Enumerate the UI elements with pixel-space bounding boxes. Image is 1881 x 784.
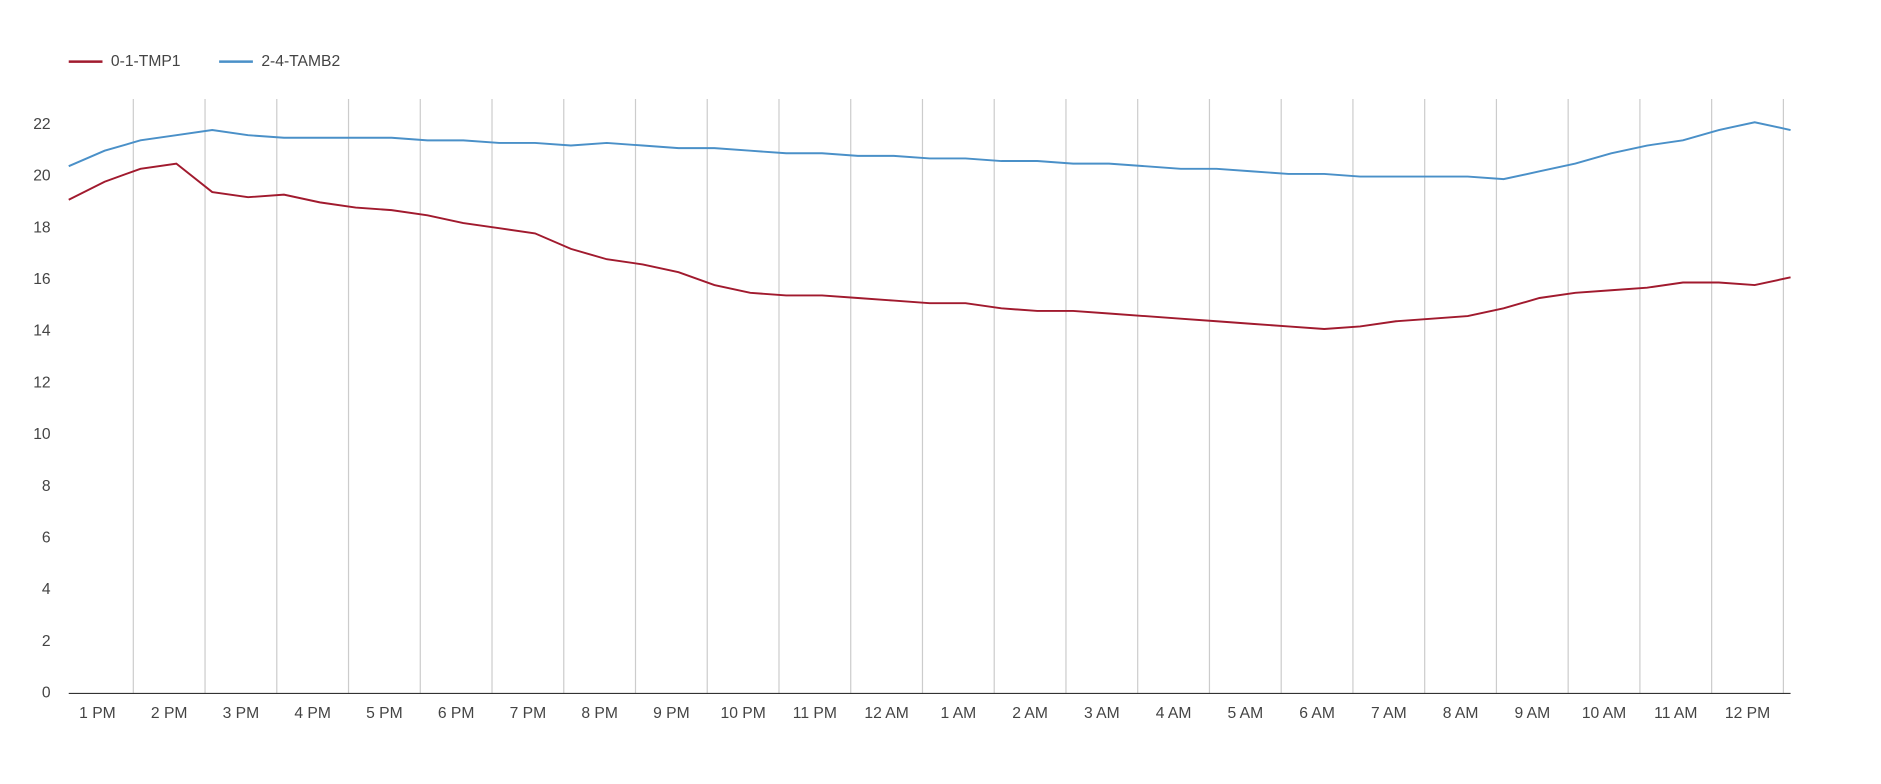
x-tick-label: 10 AM	[1582, 705, 1626, 722]
x-tick-label: 8 AM	[1443, 705, 1479, 722]
x-tick-label: 2 PM	[151, 705, 188, 722]
y-tick-label: 8	[42, 478, 51, 495]
x-tick-label: 4 PM	[294, 705, 331, 722]
x-tick-label: 1 AM	[941, 705, 977, 722]
x-tick-label: 11 PM	[793, 705, 837, 722]
y-tick-label: 18	[33, 219, 51, 236]
x-tick-label: 12 PM	[1725, 705, 1770, 722]
y-tick-label: 16	[33, 271, 51, 288]
x-tick-label: 9 PM	[653, 705, 690, 722]
x-tick-label: 5 AM	[1227, 705, 1263, 722]
x-tick-label: 7 AM	[1371, 705, 1407, 722]
x-tick-label: 1 PM	[79, 705, 116, 722]
y-tick-label: 20	[33, 168, 51, 185]
y-tick-label: 10	[33, 426, 51, 443]
x-tick-label: 8 PM	[581, 705, 618, 722]
y-tick-label: 4	[42, 581, 51, 598]
x-tick-label: 3 PM	[223, 705, 260, 722]
legend-label: 0-1-TMP1	[111, 53, 181, 70]
legend-label: 2-4-TAMB2	[261, 53, 340, 70]
x-tick-label: 3 AM	[1084, 705, 1120, 722]
y-tick-label: 14	[33, 323, 51, 340]
x-tick-label: 2 AM	[1012, 705, 1048, 722]
x-tick-label: 4 AM	[1156, 705, 1192, 722]
y-tick-label: 22	[33, 116, 50, 133]
x-tick-label: 6 PM	[438, 705, 475, 722]
x-tick-label: 12 AM	[864, 705, 908, 722]
x-tick-label: 9 AM	[1514, 705, 1550, 722]
y-tick-label: 6	[42, 530, 51, 547]
x-tick-label: 10 PM	[720, 705, 765, 722]
series-line	[68, 121, 1791, 181]
y-tick-label: 2	[42, 633, 51, 650]
x-tick-label: 5 PM	[366, 705, 403, 722]
series-line	[68, 162, 1791, 330]
y-tick-label: 0	[42, 685, 51, 702]
x-tick-label: 11 AM	[1654, 705, 1697, 722]
y-tick-label: 12	[33, 374, 50, 391]
x-tick-label: 6 AM	[1299, 705, 1335, 722]
x-tick-label: 7 PM	[510, 705, 547, 722]
